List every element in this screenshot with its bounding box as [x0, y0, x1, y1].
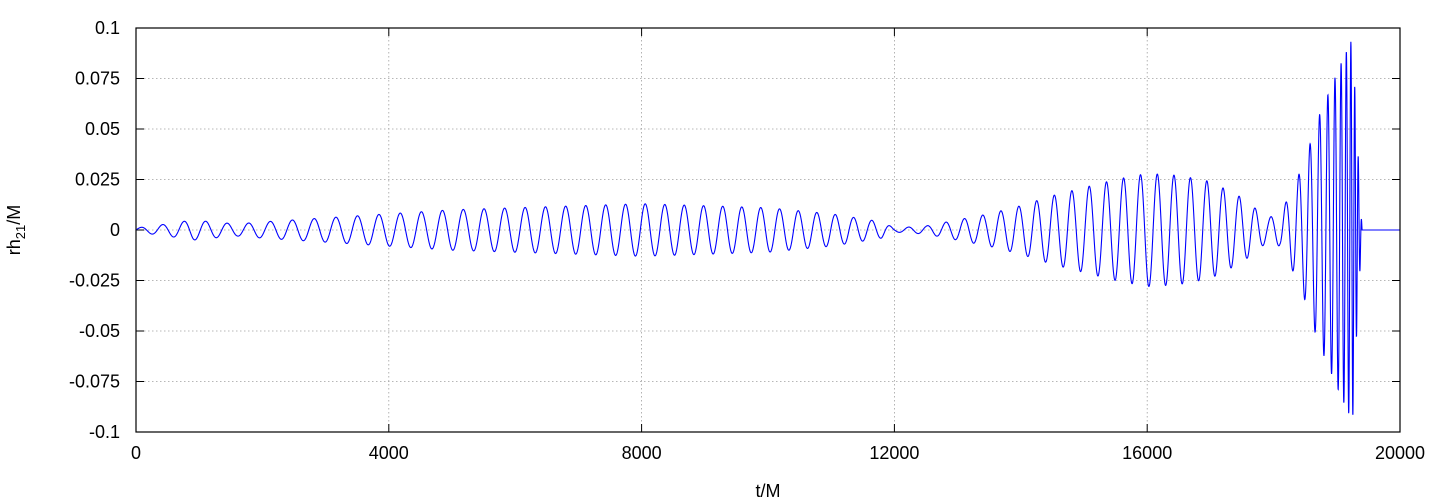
y-tick-label: -0.025	[69, 271, 120, 291]
x-tick-label: 4000	[369, 443, 409, 463]
y-tick-label: 0.025	[75, 170, 120, 190]
x-tick-label: 20000	[1375, 443, 1425, 463]
y-tick-label: 0	[110, 220, 120, 240]
series-line	[135, 41, 1400, 415]
x-tick-label: 8000	[622, 443, 662, 463]
x-tick-label: 0	[131, 443, 141, 463]
x-tick-label: 12000	[869, 443, 919, 463]
y-tick-label: 0.05	[85, 119, 120, 139]
x-axis-label: t/M	[756, 481, 781, 501]
x-tick-label: 16000	[1122, 443, 1172, 463]
y-tick-label: -0.1	[89, 422, 120, 442]
y-tick-label: -0.075	[69, 372, 120, 392]
plot-frame	[135, 27, 1401, 433]
y-tick-labels: 0.1 0.075 0.05 0.025 0 -0.025 -0.05 -0.075 -0.1	[69, 18, 120, 442]
y-axis-label-subscript: 21	[13, 225, 28, 239]
x-tick-labels: 0 4000 8000 12000 16000 20000	[131, 443, 1425, 463]
y-axis-label-main: rh	[4, 239, 24, 255]
y-tick-label: 0.075	[75, 69, 120, 89]
y-axis-label: rh21/M	[4, 205, 28, 255]
y-tick-label: -0.05	[79, 321, 120, 341]
y-axis-label-tail: /M	[4, 205, 24, 225]
y-tick-label: 0.1	[95, 18, 120, 38]
